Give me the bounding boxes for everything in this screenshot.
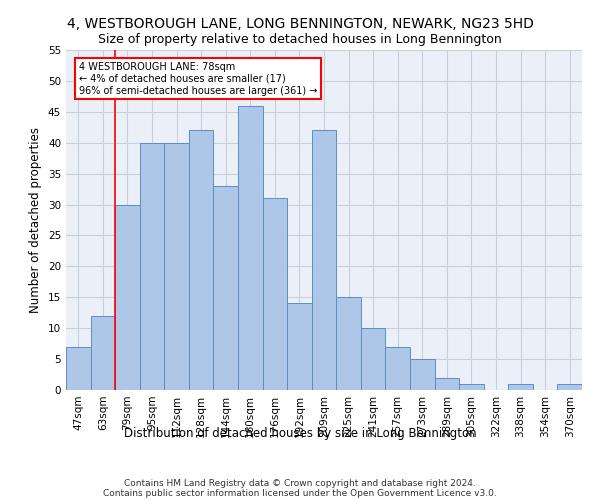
Bar bbox=[557, 384, 582, 390]
Bar bbox=[459, 384, 484, 390]
Bar bbox=[66, 346, 91, 390]
Bar bbox=[312, 130, 336, 390]
Bar bbox=[115, 204, 140, 390]
Text: 4 WESTBOROUGH LANE: 78sqm
← 4% of detached houses are smaller (17)
96% of semi-d: 4 WESTBOROUGH LANE: 78sqm ← 4% of detach… bbox=[79, 62, 317, 96]
Bar bbox=[434, 378, 459, 390]
Bar bbox=[385, 346, 410, 390]
Text: 4, WESTBOROUGH LANE, LONG BENNINGTON, NEWARK, NG23 5HD: 4, WESTBOROUGH LANE, LONG BENNINGTON, NE… bbox=[67, 18, 533, 32]
Bar bbox=[238, 106, 263, 390]
Bar bbox=[336, 298, 361, 390]
Bar bbox=[361, 328, 385, 390]
Text: Distribution of detached houses by size in Long Bennington: Distribution of detached houses by size … bbox=[124, 428, 476, 440]
Bar bbox=[164, 142, 189, 390]
Text: Contains public sector information licensed under the Open Government Licence v3: Contains public sector information licen… bbox=[103, 488, 497, 498]
Bar bbox=[508, 384, 533, 390]
Bar bbox=[214, 186, 238, 390]
Bar bbox=[140, 142, 164, 390]
Text: Contains HM Land Registry data © Crown copyright and database right 2024.: Contains HM Land Registry data © Crown c… bbox=[124, 478, 476, 488]
Bar bbox=[91, 316, 115, 390]
Text: Size of property relative to detached houses in Long Bennington: Size of property relative to detached ho… bbox=[98, 32, 502, 46]
Bar bbox=[263, 198, 287, 390]
Bar bbox=[189, 130, 214, 390]
Bar bbox=[287, 304, 312, 390]
Bar bbox=[410, 359, 434, 390]
Y-axis label: Number of detached properties: Number of detached properties bbox=[29, 127, 43, 313]
